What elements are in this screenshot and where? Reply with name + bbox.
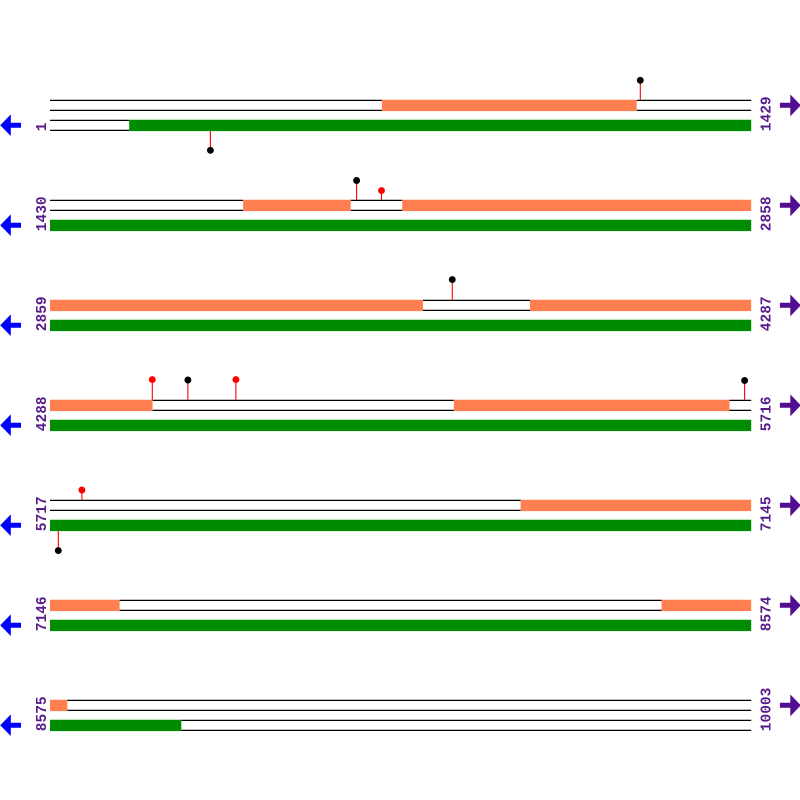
svg-text:5716: 5716: [759, 396, 775, 431]
svg-text:7145: 7145: [759, 496, 775, 531]
svg-text:4288: 4288: [35, 396, 51, 431]
svg-text:7146: 7146: [35, 596, 51, 631]
svg-text:2858: 2858: [759, 196, 775, 231]
svg-text:2859: 2859: [35, 296, 51, 331]
svg-text:10003: 10003: [759, 688, 775, 732]
svg-text:1429: 1429: [759, 96, 775, 131]
svg-text:4287: 4287: [759, 296, 775, 331]
svg-text:8575: 8575: [35, 696, 51, 731]
svg-text:5717: 5717: [35, 496, 51, 531]
svg-text:8574: 8574: [759, 596, 775, 631]
svg-text:1: 1: [35, 122, 51, 131]
svg-text:1430: 1430: [35, 196, 51, 231]
